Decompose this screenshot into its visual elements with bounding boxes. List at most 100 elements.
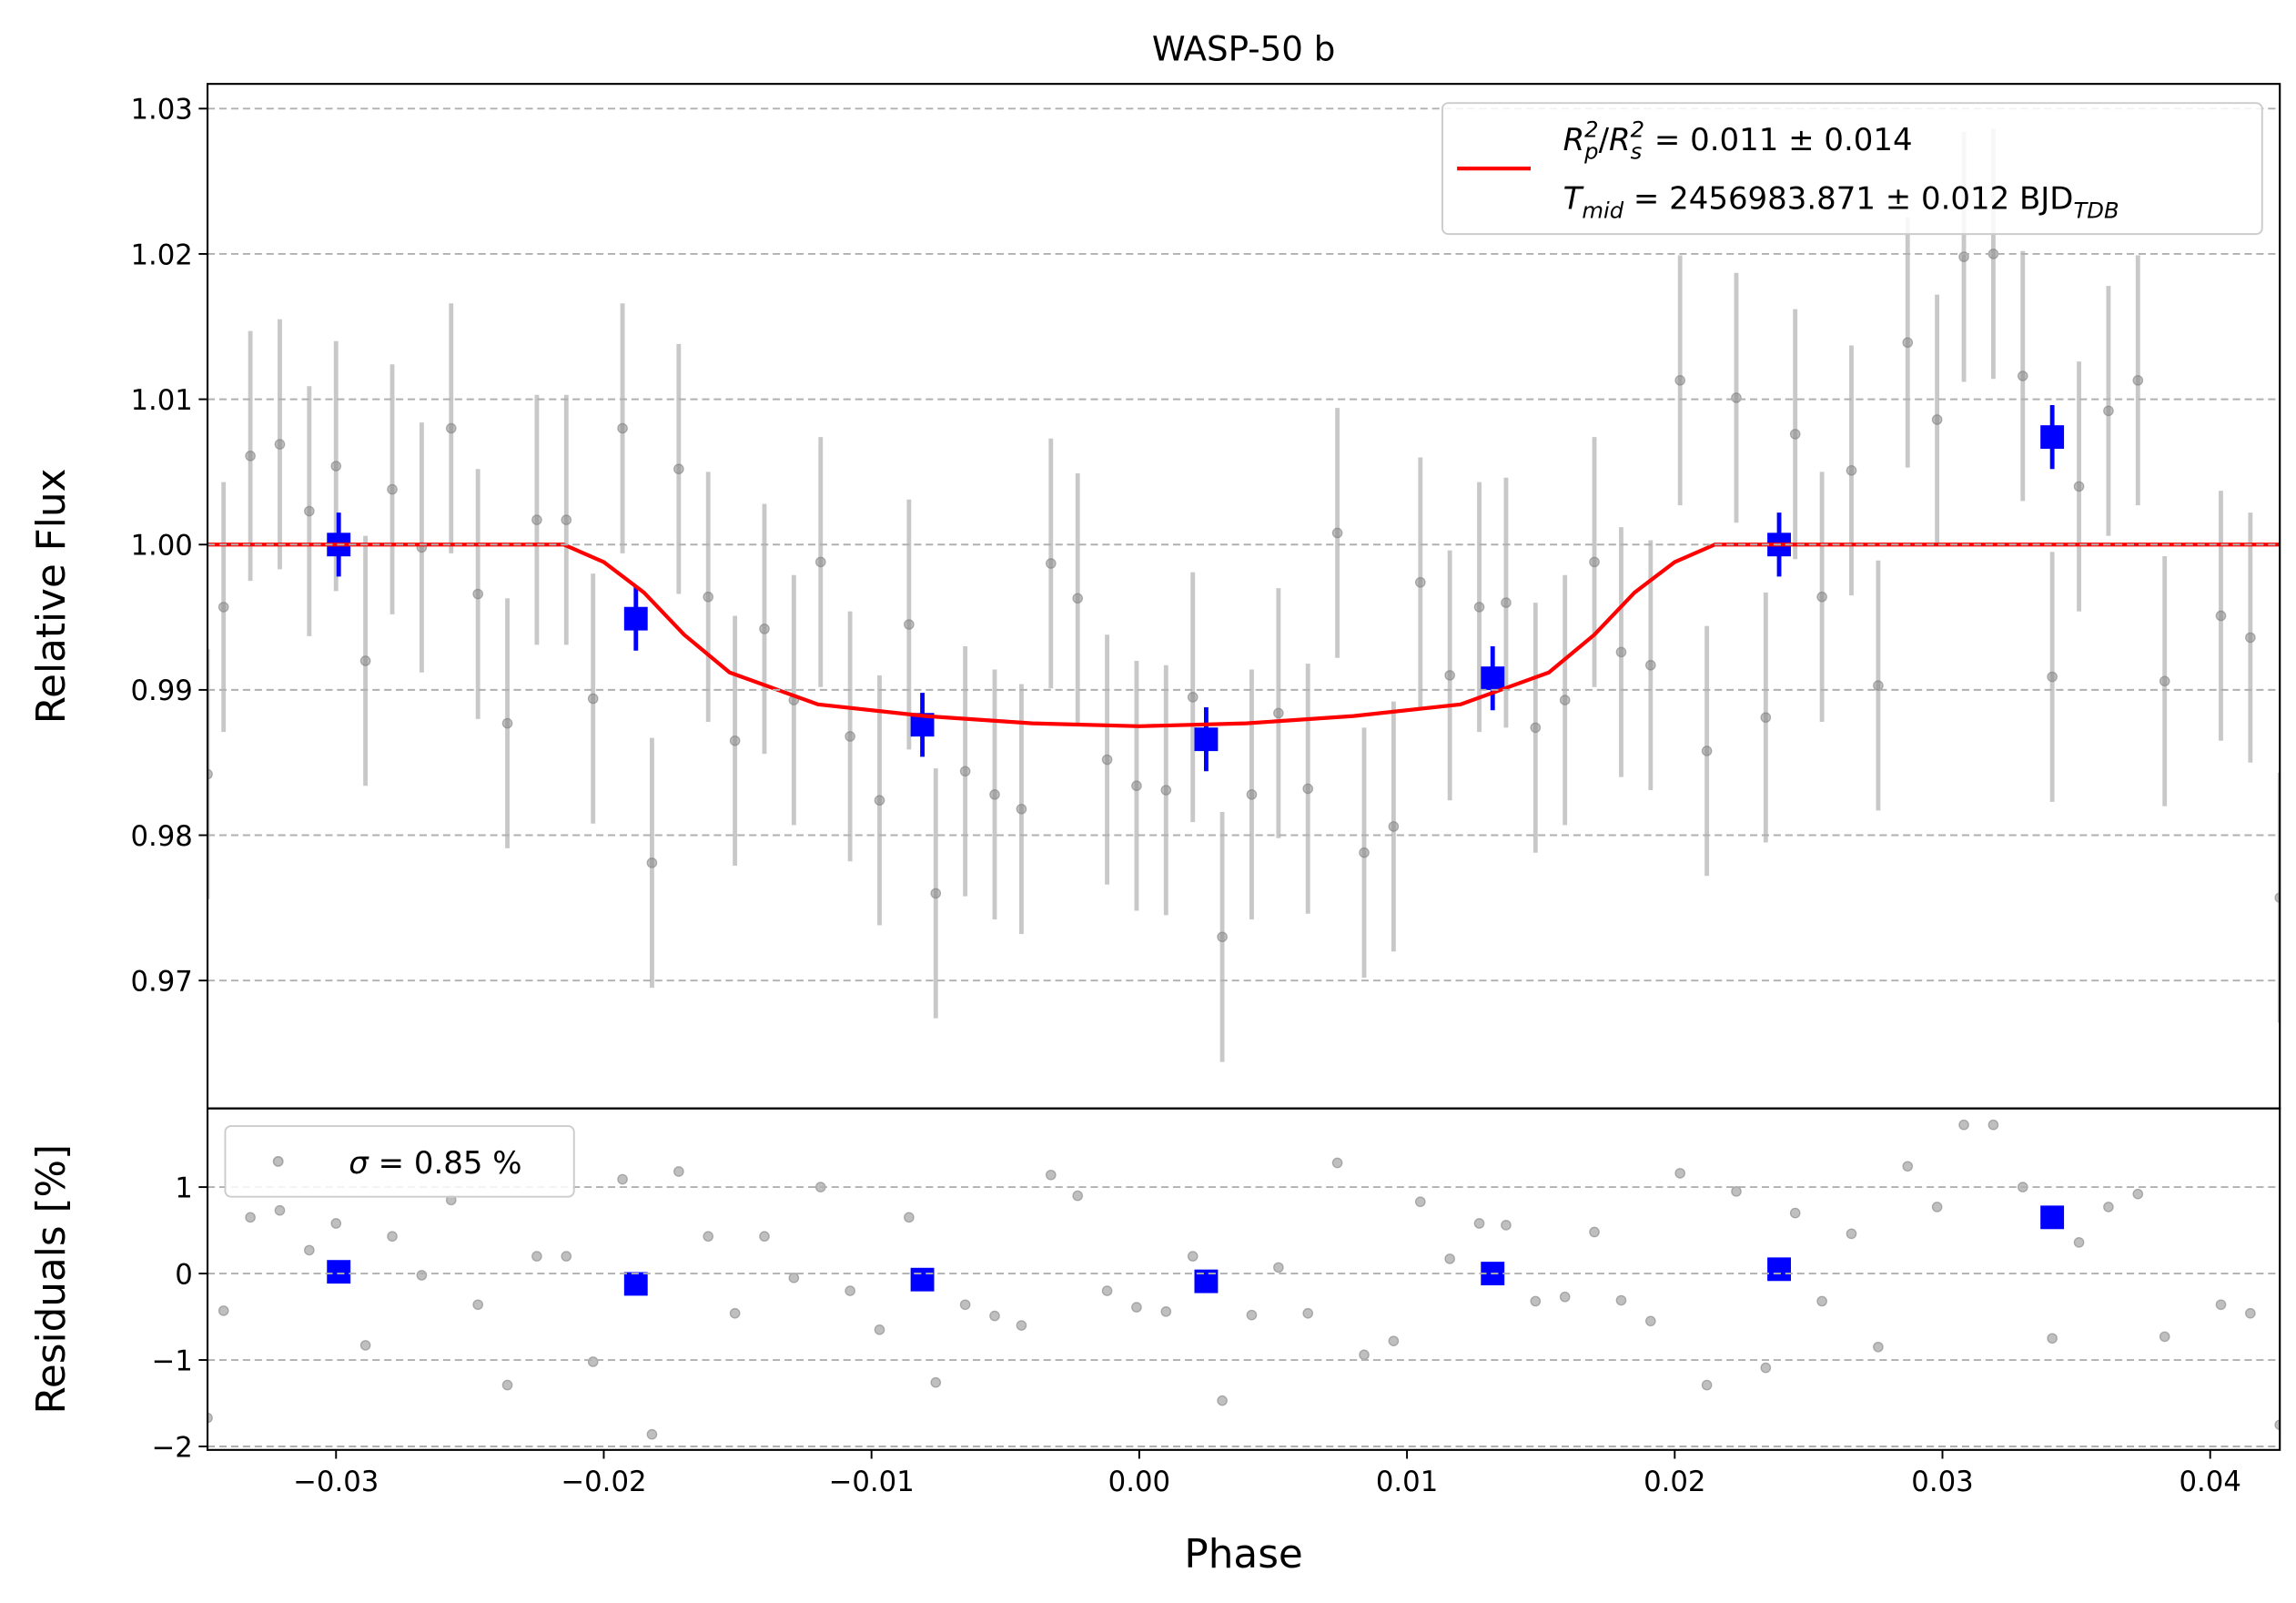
data-point	[2132, 375, 2144, 386]
legend-text-part: T	[1563, 181, 1584, 218]
data-point	[587, 693, 599, 705]
x-axis-label: Phase	[1184, 1531, 1302, 1578]
data-point	[930, 1376, 942, 1388]
data-point	[2245, 1307, 2256, 1319]
data-point	[788, 1272, 800, 1283]
data-point	[1931, 414, 1943, 425]
data-point	[561, 514, 572, 525]
binned-point	[2040, 425, 2065, 450]
data-point	[1816, 591, 1827, 603]
binned-point	[623, 1272, 648, 1296]
data-point	[673, 1166, 684, 1177]
data-point	[531, 1251, 542, 1262]
data-point	[2017, 370, 2028, 381]
data-point	[1701, 1379, 1713, 1391]
data-point	[1072, 593, 1084, 604]
data-point	[1530, 1295, 1542, 1307]
data-point	[1331, 1157, 1343, 1169]
data-point	[1359, 847, 1370, 858]
data-point	[2215, 610, 2227, 622]
data-point	[1331, 527, 1343, 539]
data-point	[2073, 1237, 2085, 1248]
data-point	[1902, 337, 1914, 349]
data-point	[531, 514, 542, 525]
data-point	[845, 731, 855, 742]
legend-text-part: s	[1631, 138, 1643, 165]
data-point	[1131, 1302, 1142, 1313]
data-point	[501, 1379, 513, 1391]
data-point	[1644, 659, 1656, 671]
data-point	[989, 1310, 1000, 1322]
data-point	[1674, 1168, 1686, 1179]
data-point	[703, 591, 714, 603]
data-point	[930, 888, 942, 899]
data-point	[1674, 375, 1686, 386]
data-point	[1302, 1307, 1314, 1319]
legend-text-part: σ	[349, 1145, 369, 1182]
data-point	[1789, 429, 1801, 440]
data-point	[874, 1324, 885, 1335]
data-point	[217, 602, 229, 613]
legend-text-part: R	[1563, 122, 1585, 158]
data-point	[904, 619, 915, 630]
legend-text-part: 2	[1631, 116, 1644, 142]
legend-label: Tmid = 2456983.871 ± 0.012 BJDTDB	[1563, 181, 2119, 224]
data-point	[1217, 1395, 1228, 1406]
data-point	[2159, 1331, 2170, 1343]
data-point	[1760, 712, 1772, 724]
data-point	[2073, 481, 2085, 492]
data-point	[1217, 931, 1228, 943]
legend-label: Rp2/Rs2 = 0.011 ± 0.014	[1563, 116, 1913, 164]
x-tick-label: 0.01	[1376, 1466, 1438, 1498]
data-point	[1473, 1218, 1485, 1229]
data-point	[1160, 785, 1172, 796]
legend-swatch	[272, 1155, 284, 1167]
data-point	[1045, 1169, 1057, 1181]
model-line	[207, 543, 2281, 728]
data-point	[759, 1231, 770, 1243]
legend-box	[1441, 102, 2263, 236]
x-tick-label: 0.02	[1644, 1466, 1705, 1498]
y-tick-label: 1.03	[130, 94, 192, 127]
y-tick-label: −2	[152, 1431, 193, 1464]
binned-point	[2040, 1205, 2065, 1230]
x-tick-label: −0.02	[561, 1466, 646, 1498]
data-point	[2103, 1202, 2114, 1212]
data-point	[1072, 1190, 1084, 1202]
y-axis-label: Residuals [%]	[28, 1144, 75, 1415]
binned-point	[1194, 727, 1219, 752]
data-point	[1760, 1362, 1772, 1374]
binned-point	[1481, 666, 1505, 691]
data-point	[729, 735, 741, 746]
y-tick-label: 0	[175, 1258, 193, 1291]
data-point	[1958, 1119, 1969, 1131]
x-tick-label: 0.00	[1108, 1466, 1170, 1498]
data-point	[304, 505, 315, 517]
data-point	[874, 795, 885, 807]
data-point	[359, 655, 371, 666]
data-point	[1644, 1315, 1656, 1327]
legend-text-part: = 0.011 ± 0.014	[1644, 122, 1913, 158]
data-point	[1846, 465, 1857, 476]
data-point	[1016, 803, 1027, 815]
data-point	[2047, 671, 2058, 683]
data-point	[416, 1270, 428, 1281]
data-point	[1101, 754, 1113, 766]
data-point	[1873, 680, 1884, 691]
legend-label: σ = 0.85 %	[349, 1145, 521, 1182]
data-point	[1414, 1196, 1426, 1208]
data-point	[472, 588, 484, 600]
plot-frame	[206, 1107, 2281, 1451]
data-point	[1101, 1285, 1113, 1296]
data-point	[1789, 1207, 1801, 1219]
data-point	[989, 789, 1000, 800]
y-tick-label: 0.98	[130, 820, 192, 853]
data-point	[1931, 1202, 1943, 1212]
data-point	[2245, 632, 2256, 644]
data-point	[845, 1285, 855, 1296]
data-point	[587, 1356, 599, 1367]
data-point	[472, 1299, 484, 1311]
y-tick-label: 0.97	[130, 965, 192, 998]
data-point	[1731, 1186, 1742, 1197]
data-point	[2274, 892, 2281, 903]
